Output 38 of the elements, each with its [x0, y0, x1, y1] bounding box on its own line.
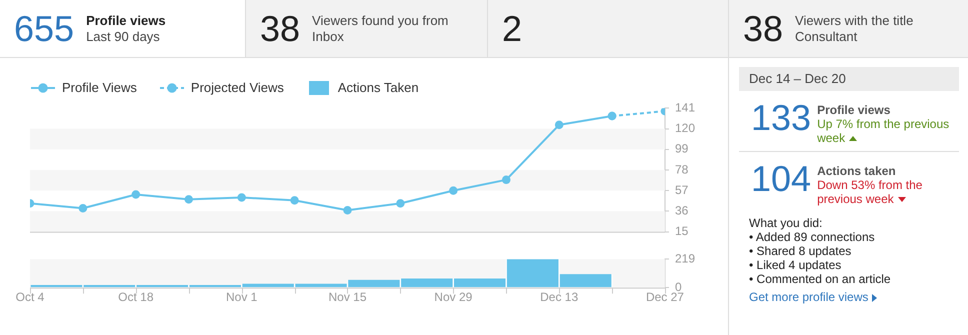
text: Up 7% from the previous week [817, 117, 950, 145]
text: 655 [14, 8, 74, 50]
text: • Added 89 connections [749, 230, 876, 244]
x-tick-label: Oct 4 [16, 290, 45, 304]
y-tick-label: 120 [674, 121, 696, 136]
legend-label: Projected Views [190, 80, 284, 95]
x-tick-label: Nov 1 [226, 290, 258, 304]
y-tick-label: 36 [674, 204, 689, 218]
text: 133 [751, 97, 812, 138]
text: 104 [751, 158, 812, 199]
text: • Shared 8 updates [749, 244, 852, 258]
text: Viewers with the title Consultant [795, 12, 914, 44]
y-tick-label: 99 [674, 142, 689, 156]
text: Profile views [817, 103, 892, 117]
x-tick-label: Dec 13 [540, 290, 578, 304]
text: • Liked 4 updates [749, 258, 842, 272]
text: 38 [743, 8, 784, 50]
y-tick-label: 15 [674, 224, 689, 238]
x-tick-label: Nov 29 [434, 290, 473, 304]
x-tick-label: Nov 15 [328, 290, 367, 304]
y-tick-label: 78 [674, 162, 689, 176]
text: Profile views [86, 12, 166, 28]
text: What you did: [749, 216, 824, 230]
text: Get more profile views [749, 290, 870, 304]
legend-label: Profile Views [62, 80, 137, 95]
text: 38 [260, 8, 300, 50]
x-tick-label: Oct 18 [118, 290, 154, 304]
text: 2 [502, 8, 522, 50]
legend-label: Actions Taken [338, 80, 419, 95]
text: Viewers found you from Inbox [312, 12, 450, 44]
y-tick-label: 219 [674, 252, 696, 266]
text: Dec 14 – Dec 20 [739, 67, 959, 91]
y-tick-label: 57 [674, 182, 689, 197]
text: • Commented on an article [749, 272, 892, 286]
text: Actions taken [817, 164, 897, 178]
text: Down 53% from the previous week [817, 178, 924, 206]
text: Last 90 days [86, 28, 161, 44]
y-tick-label: 141 [674, 100, 696, 115]
